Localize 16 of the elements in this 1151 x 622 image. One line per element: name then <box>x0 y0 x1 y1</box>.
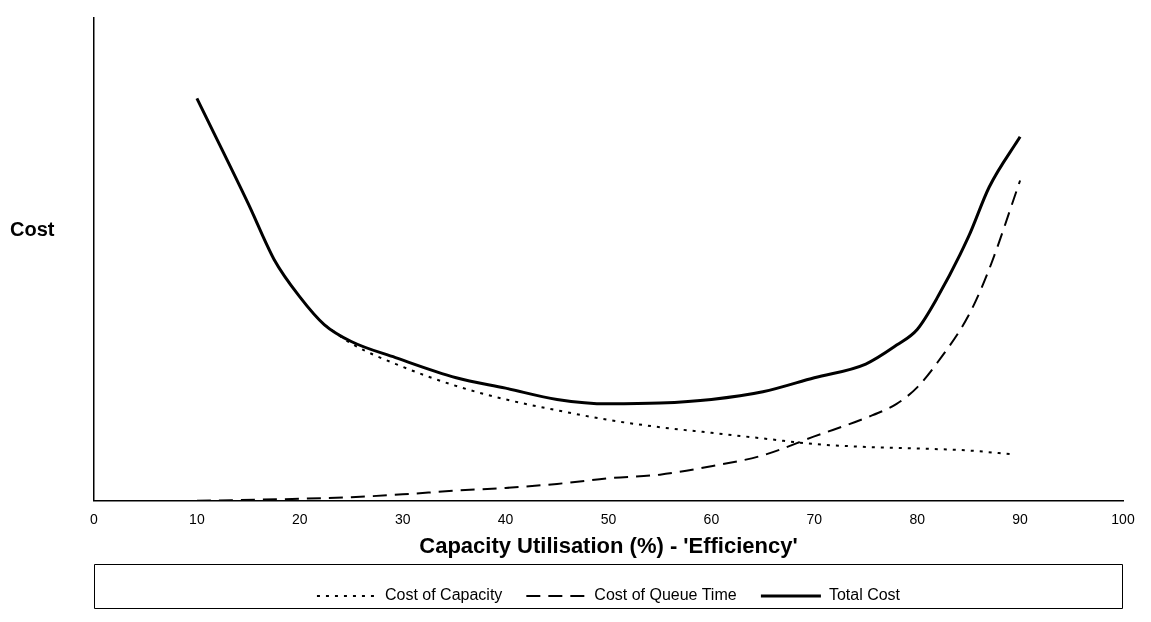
x-tick-label: 0 <box>90 511 99 528</box>
x-tick-label: 50 <box>600 511 617 528</box>
x-tick-label: 100 <box>1111 511 1135 528</box>
x-tick-label: 90 <box>1012 511 1029 528</box>
legend-label: Cost of Queue Time <box>594 586 737 604</box>
y-axis-title: Cost <box>10 217 55 240</box>
legend-label: Cost of Capacity <box>384 586 503 604</box>
x-tick-label: 30 <box>394 511 411 528</box>
legend-label: Total Cost <box>828 586 901 604</box>
x-tick-label: 40 <box>497 511 514 528</box>
x-tick-label: 70 <box>806 511 823 528</box>
x-tick-label: 80 <box>909 511 926 528</box>
x-tick-label: 10 <box>189 511 205 528</box>
x-axis-title: Capacity Utilisation (%) - 'Efficiency' <box>419 532 798 558</box>
x-tick-label: 20 <box>292 511 308 528</box>
x-tick-label: 60 <box>703 511 720 528</box>
